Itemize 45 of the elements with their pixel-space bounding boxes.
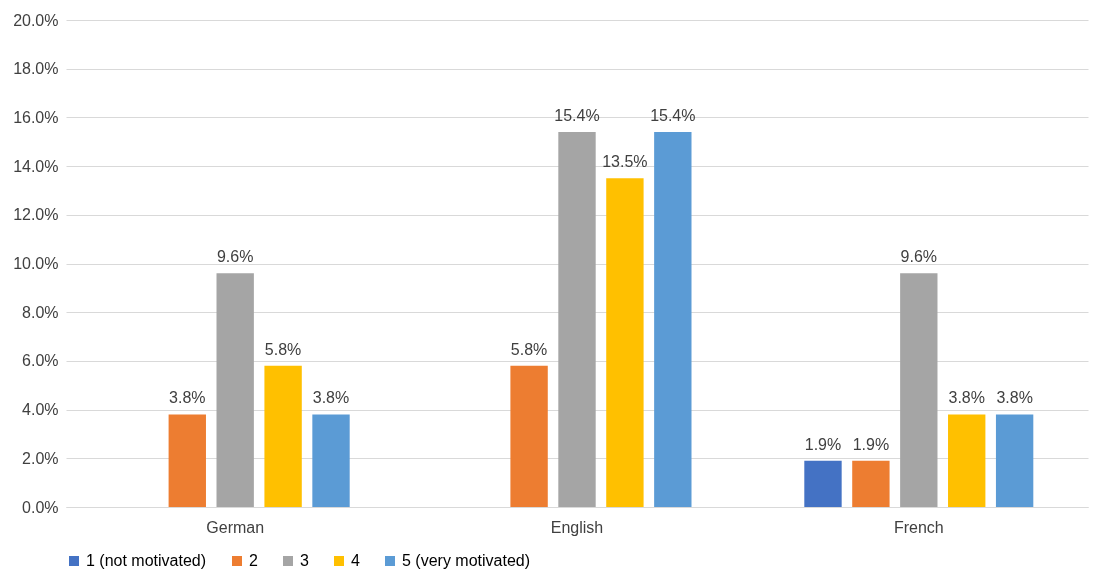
bar <box>654 132 692 507</box>
bar <box>168 414 206 507</box>
bar <box>558 132 596 507</box>
bar <box>312 414 350 507</box>
bar <box>995 414 1034 507</box>
y-tick-label: 12.0% <box>13 206 59 224</box>
legend-label: 3 <box>300 552 309 569</box>
data-label: 1.9% <box>852 435 890 453</box>
data-label: 1.9% <box>804 435 842 453</box>
bar <box>264 365 302 507</box>
data-label: 3.8% <box>312 389 350 407</box>
y-tick-label: 20.0% <box>13 11 59 29</box>
bar <box>900 273 938 507</box>
y-tick-label: 18.0% <box>13 60 59 78</box>
y-tick-label: 16.0% <box>13 108 59 126</box>
y-tick-label: 14.0% <box>13 157 59 175</box>
data-label: 3.8% <box>948 389 985 407</box>
legend-label: 2 <box>249 552 258 569</box>
legend-label: 4 <box>351 552 360 569</box>
y-tick-label: 0.0% <box>22 498 59 516</box>
data-label: 5.8% <box>264 340 302 358</box>
bar <box>948 414 986 507</box>
data-label: 13.5% <box>602 153 648 171</box>
bar <box>852 460 890 507</box>
y-tick-label: 2.0% <box>22 449 59 467</box>
x-tick-label: English <box>550 518 604 536</box>
data-label: 9.6% <box>216 248 254 266</box>
data-label: 15.4% <box>650 107 696 125</box>
bar <box>606 178 644 507</box>
bar <box>804 460 842 507</box>
y-tick-label: 6.0% <box>22 352 59 370</box>
legend-label: 5 (very motivated) <box>402 552 531 569</box>
y-tick-label: 10.0% <box>13 255 59 272</box>
data-label: 5.8% <box>510 340 548 358</box>
data-label: 15.4% <box>554 107 600 125</box>
y-tick-label: 4.0% <box>22 401 59 419</box>
bar <box>216 273 254 507</box>
data-label: 3.8% <box>996 389 1033 407</box>
bar <box>510 365 548 507</box>
data-label: 3.8% <box>169 389 206 407</box>
x-tick-label: French <box>893 518 944 536</box>
data-label: 9.6% <box>900 248 938 266</box>
y-tick-label: 8.0% <box>22 303 59 321</box>
legend-label: 1 (not motivated) <box>86 552 207 569</box>
x-tick-label: German <box>206 518 265 536</box>
